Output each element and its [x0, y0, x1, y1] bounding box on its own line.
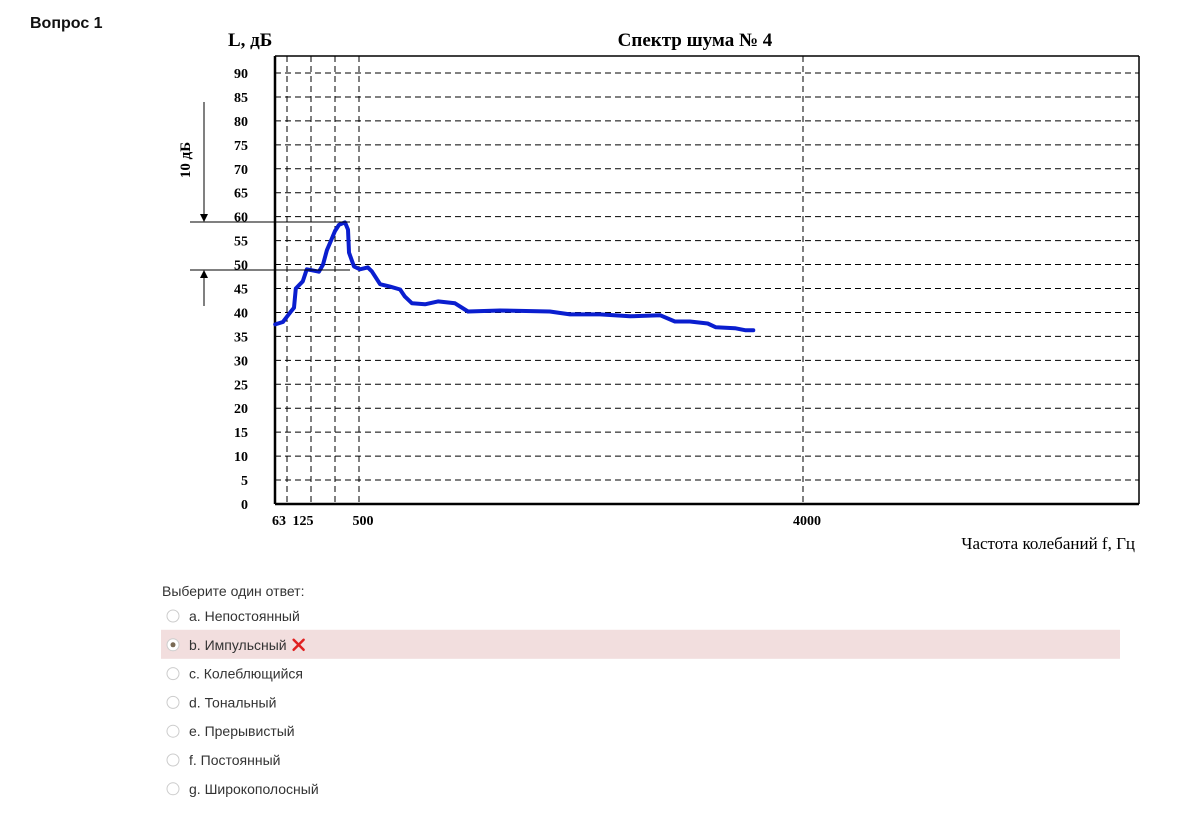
radio-button[interactable]	[166, 667, 180, 681]
selected-row	[161, 629, 1120, 659]
y-tick-label: 40	[234, 306, 248, 321]
option-letter: g.	[189, 781, 201, 797]
y-tick-label: 70	[234, 163, 248, 178]
option-text: Тональный	[205, 694, 277, 710]
y-tick-label: 50	[234, 259, 248, 274]
option-text: Колеблющийся	[204, 666, 303, 682]
y-tick-label: 5	[241, 474, 248, 489]
x-tick-label: 63	[272, 514, 286, 529]
radio-button[interactable]	[166, 695, 180, 709]
annotation-arrowhead	[200, 214, 208, 222]
incorrect-icon	[292, 638, 305, 652]
radio-dot	[170, 642, 176, 648]
plot: 0 5 10 15 20 25 30 35 40 45 50 55 60 65 70 75 80 85 90 63 12…	[234, 55, 1140, 529]
y-tick-label: 25	[234, 378, 248, 393]
y-tick-label: 65	[234, 187, 248, 202]
answer-prompt: Выберите один ответ:	[162, 583, 304, 599]
chart-title: Спектр шума № 4	[618, 30, 773, 51]
annotation-arrowhead	[200, 270, 208, 278]
answer-option[interactable]: e. Прерывистый	[189, 723, 295, 739]
y-tick-label: 0	[241, 498, 248, 513]
y-tick-label: 85	[234, 91, 248, 106]
option-text: Импульсный	[205, 637, 287, 653]
y-tick-label: 15	[234, 426, 248, 441]
option-letter: e.	[189, 723, 201, 739]
answer-option[interactable]: d. Тональный	[189, 694, 276, 710]
annotation: 10 дБ	[178, 102, 350, 306]
answer-option[interactable]: b. Импульсный	[189, 637, 287, 653]
option-text: Постоянный	[201, 752, 281, 768]
y-tick-label: 30	[234, 354, 248, 369]
spectrum-line	[273, 220, 756, 333]
option-letter: b.	[189, 637, 201, 653]
x-tick-label: 125	[293, 514, 314, 529]
y-tick-label: 60	[234, 211, 248, 226]
y-tick-label: 90	[234, 67, 248, 82]
answer-option[interactable]: f. Постоянный	[189, 752, 281, 768]
option-text: Широкополосный	[205, 781, 319, 797]
option-letter: f.	[189, 752, 197, 768]
x-tick-label: 500	[353, 514, 374, 529]
option-letter: d.	[189, 694, 201, 710]
radio-button[interactable]	[166, 782, 180, 796]
option-text: Непостоянный	[205, 608, 300, 624]
y-tick-label: 10	[234, 450, 248, 465]
y-tick-label: 55	[234, 235, 248, 250]
y-axis-label: L, дБ	[228, 30, 272, 51]
x-axis-label: Частота колебаний f, Гц	[961, 534, 1135, 553]
y-tick-label: 75	[234, 139, 248, 154]
radio-button[interactable]	[166, 753, 180, 767]
y-tick-label: 80	[234, 115, 248, 130]
x-tick-label: 4000	[793, 514, 821, 529]
option-text: Прерывистый	[205, 723, 295, 739]
y-tick-label: 20	[234, 402, 248, 417]
y-tick-label: 45	[234, 283, 248, 298]
radio-button[interactable]	[166, 724, 180, 738]
question-title: Вопрос 1	[30, 15, 103, 32]
option-letter: a.	[189, 608, 201, 624]
option-letter: c.	[189, 666, 200, 682]
annotation-text: 10 дБ	[178, 142, 194, 178]
y-tick-label: 35	[234, 330, 248, 345]
answer-option[interactable]: a. Непостоянный	[189, 608, 300, 624]
answer-option[interactable]: g. Широкополосный	[189, 781, 319, 797]
answer-option[interactable]: c. Колеблющийся	[189, 666, 303, 682]
radio-button[interactable]	[166, 609, 180, 623]
